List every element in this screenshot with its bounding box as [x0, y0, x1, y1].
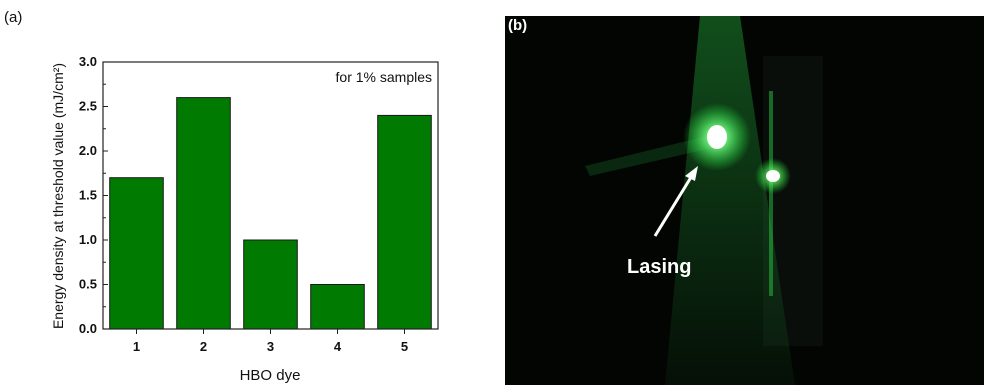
x-tick-label: 4 — [334, 339, 342, 354]
panel-label-a: (a) — [4, 9, 22, 26]
green-beam-cone — [665, 16, 795, 385]
lasing-spot — [707, 125, 727, 149]
y-tick-label: 1.5 — [79, 188, 97, 203]
x-tick-label: 3 — [267, 339, 274, 354]
y-tick-label: 0.5 — [79, 277, 97, 292]
x-tick-label: 5 — [401, 339, 408, 354]
bar-1 — [109, 177, 164, 330]
y-tick-label: 3.0 — [79, 54, 97, 69]
panel-label-b: (b) — [508, 17, 528, 34]
secondary-spot — [766, 170, 780, 182]
bar-chart: (a) 0.0 0.5 1.0 1.5 2.0 2.5 3.0 1 2 3 4 5 for 1% s… — [4, 9, 439, 384]
bar-2 — [176, 97, 231, 330]
y-tick-label: 2.5 — [79, 99, 97, 114]
lasing-photo: (b) Lasing — [505, 16, 984, 385]
bar-4 — [310, 284, 365, 330]
x-axis: 1 2 3 4 5 — [133, 329, 408, 354]
y-tick-label: 2.0 — [79, 143, 97, 158]
y-axis: 0.0 0.5 1.0 1.5 2.0 2.5 3.0 — [79, 54, 108, 336]
bar-3 — [243, 239, 298, 330]
lasing-label: Lasing — [627, 256, 692, 278]
y-tick-label: 1.0 — [79, 232, 97, 247]
arrow-head — [685, 166, 698, 181]
bars-group — [109, 97, 432, 330]
arrow-shaft — [653, 173, 695, 237]
y-tick-label: 0.0 — [79, 321, 97, 336]
photo-scene — [505, 16, 984, 385]
x-tick-label: 2 — [200, 339, 207, 354]
chart-annotation: for 1% samples — [336, 69, 432, 85]
bar-5 — [377, 114, 432, 330]
x-axis-title: HBO dye — [240, 367, 301, 384]
y-axis-title: Energy density at threshold value (mJ/cm… — [50, 63, 66, 329]
x-tick-label: 1 — [133, 339, 140, 354]
